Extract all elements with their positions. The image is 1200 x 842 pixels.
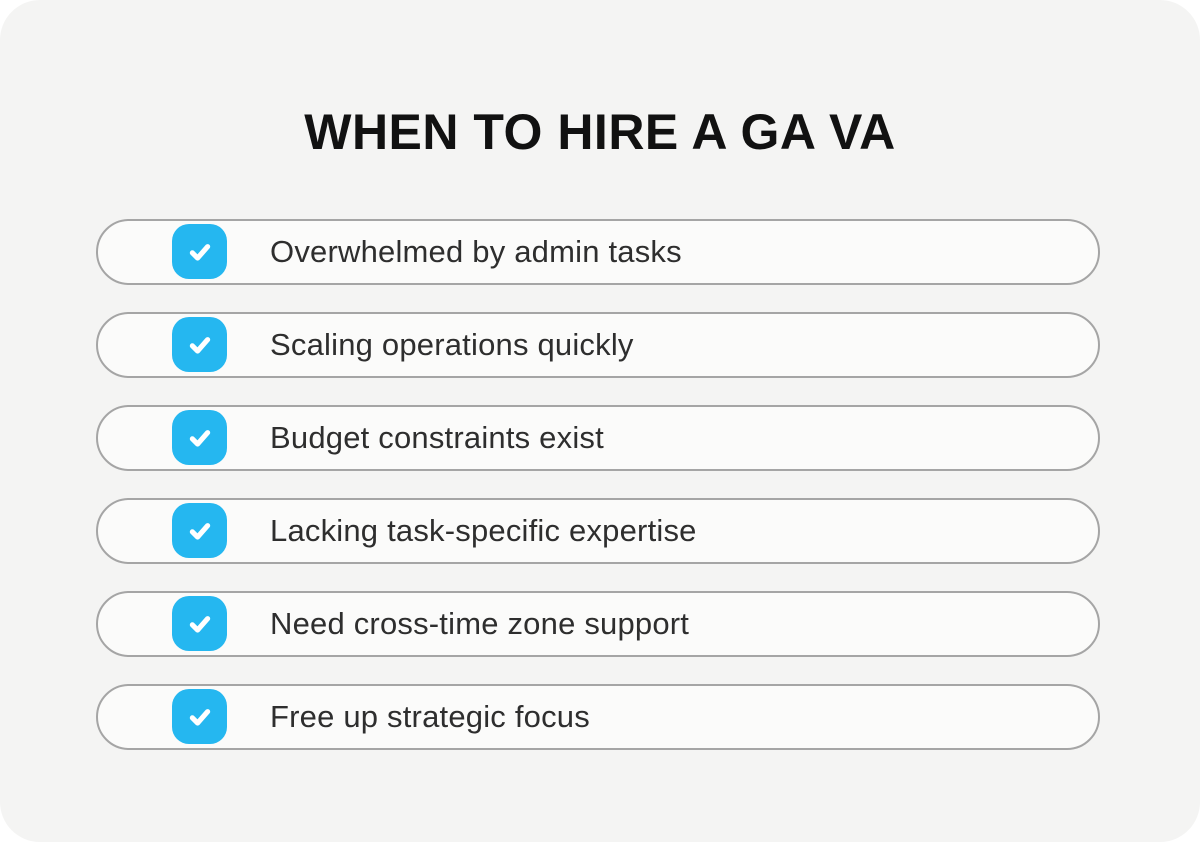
checkmark-icon	[172, 503, 227, 558]
checklist-item: Overwhelmed by admin tasks	[96, 218, 1100, 285]
checklist-item: Need cross-time zone support	[96, 590, 1100, 657]
checkmark-icon	[172, 689, 227, 744]
page-title: WHEN TO HIRE A GA VA	[304, 104, 896, 160]
checklist-item: Lacking task-specific expertise	[96, 497, 1100, 564]
checklist-item-label: Lacking task-specific expertise	[270, 512, 697, 548]
checklist-item: Scaling operations quickly	[96, 311, 1100, 378]
checklist-item-label: Overwhelmed by admin tasks	[270, 233, 682, 269]
checklist-item: Free up strategic focus	[96, 683, 1100, 750]
checklist-item-label: Scaling operations quickly	[270, 326, 634, 362]
checklist-item-label: Need cross-time zone support	[270, 605, 690, 641]
checkmark-icon	[172, 410, 227, 465]
checklist-item-label: Budget constraints exist	[270, 419, 604, 455]
checkmark-icon	[172, 596, 227, 651]
checkmark-icon	[172, 224, 227, 279]
checkmark-icon	[172, 317, 227, 372]
checklist-item-label: Free up strategic focus	[270, 698, 590, 734]
checklist: Overwhelmed by admin tasks Scaling opera…	[96, 218, 1100, 750]
checklist-item: Budget constraints exist	[96, 404, 1100, 471]
